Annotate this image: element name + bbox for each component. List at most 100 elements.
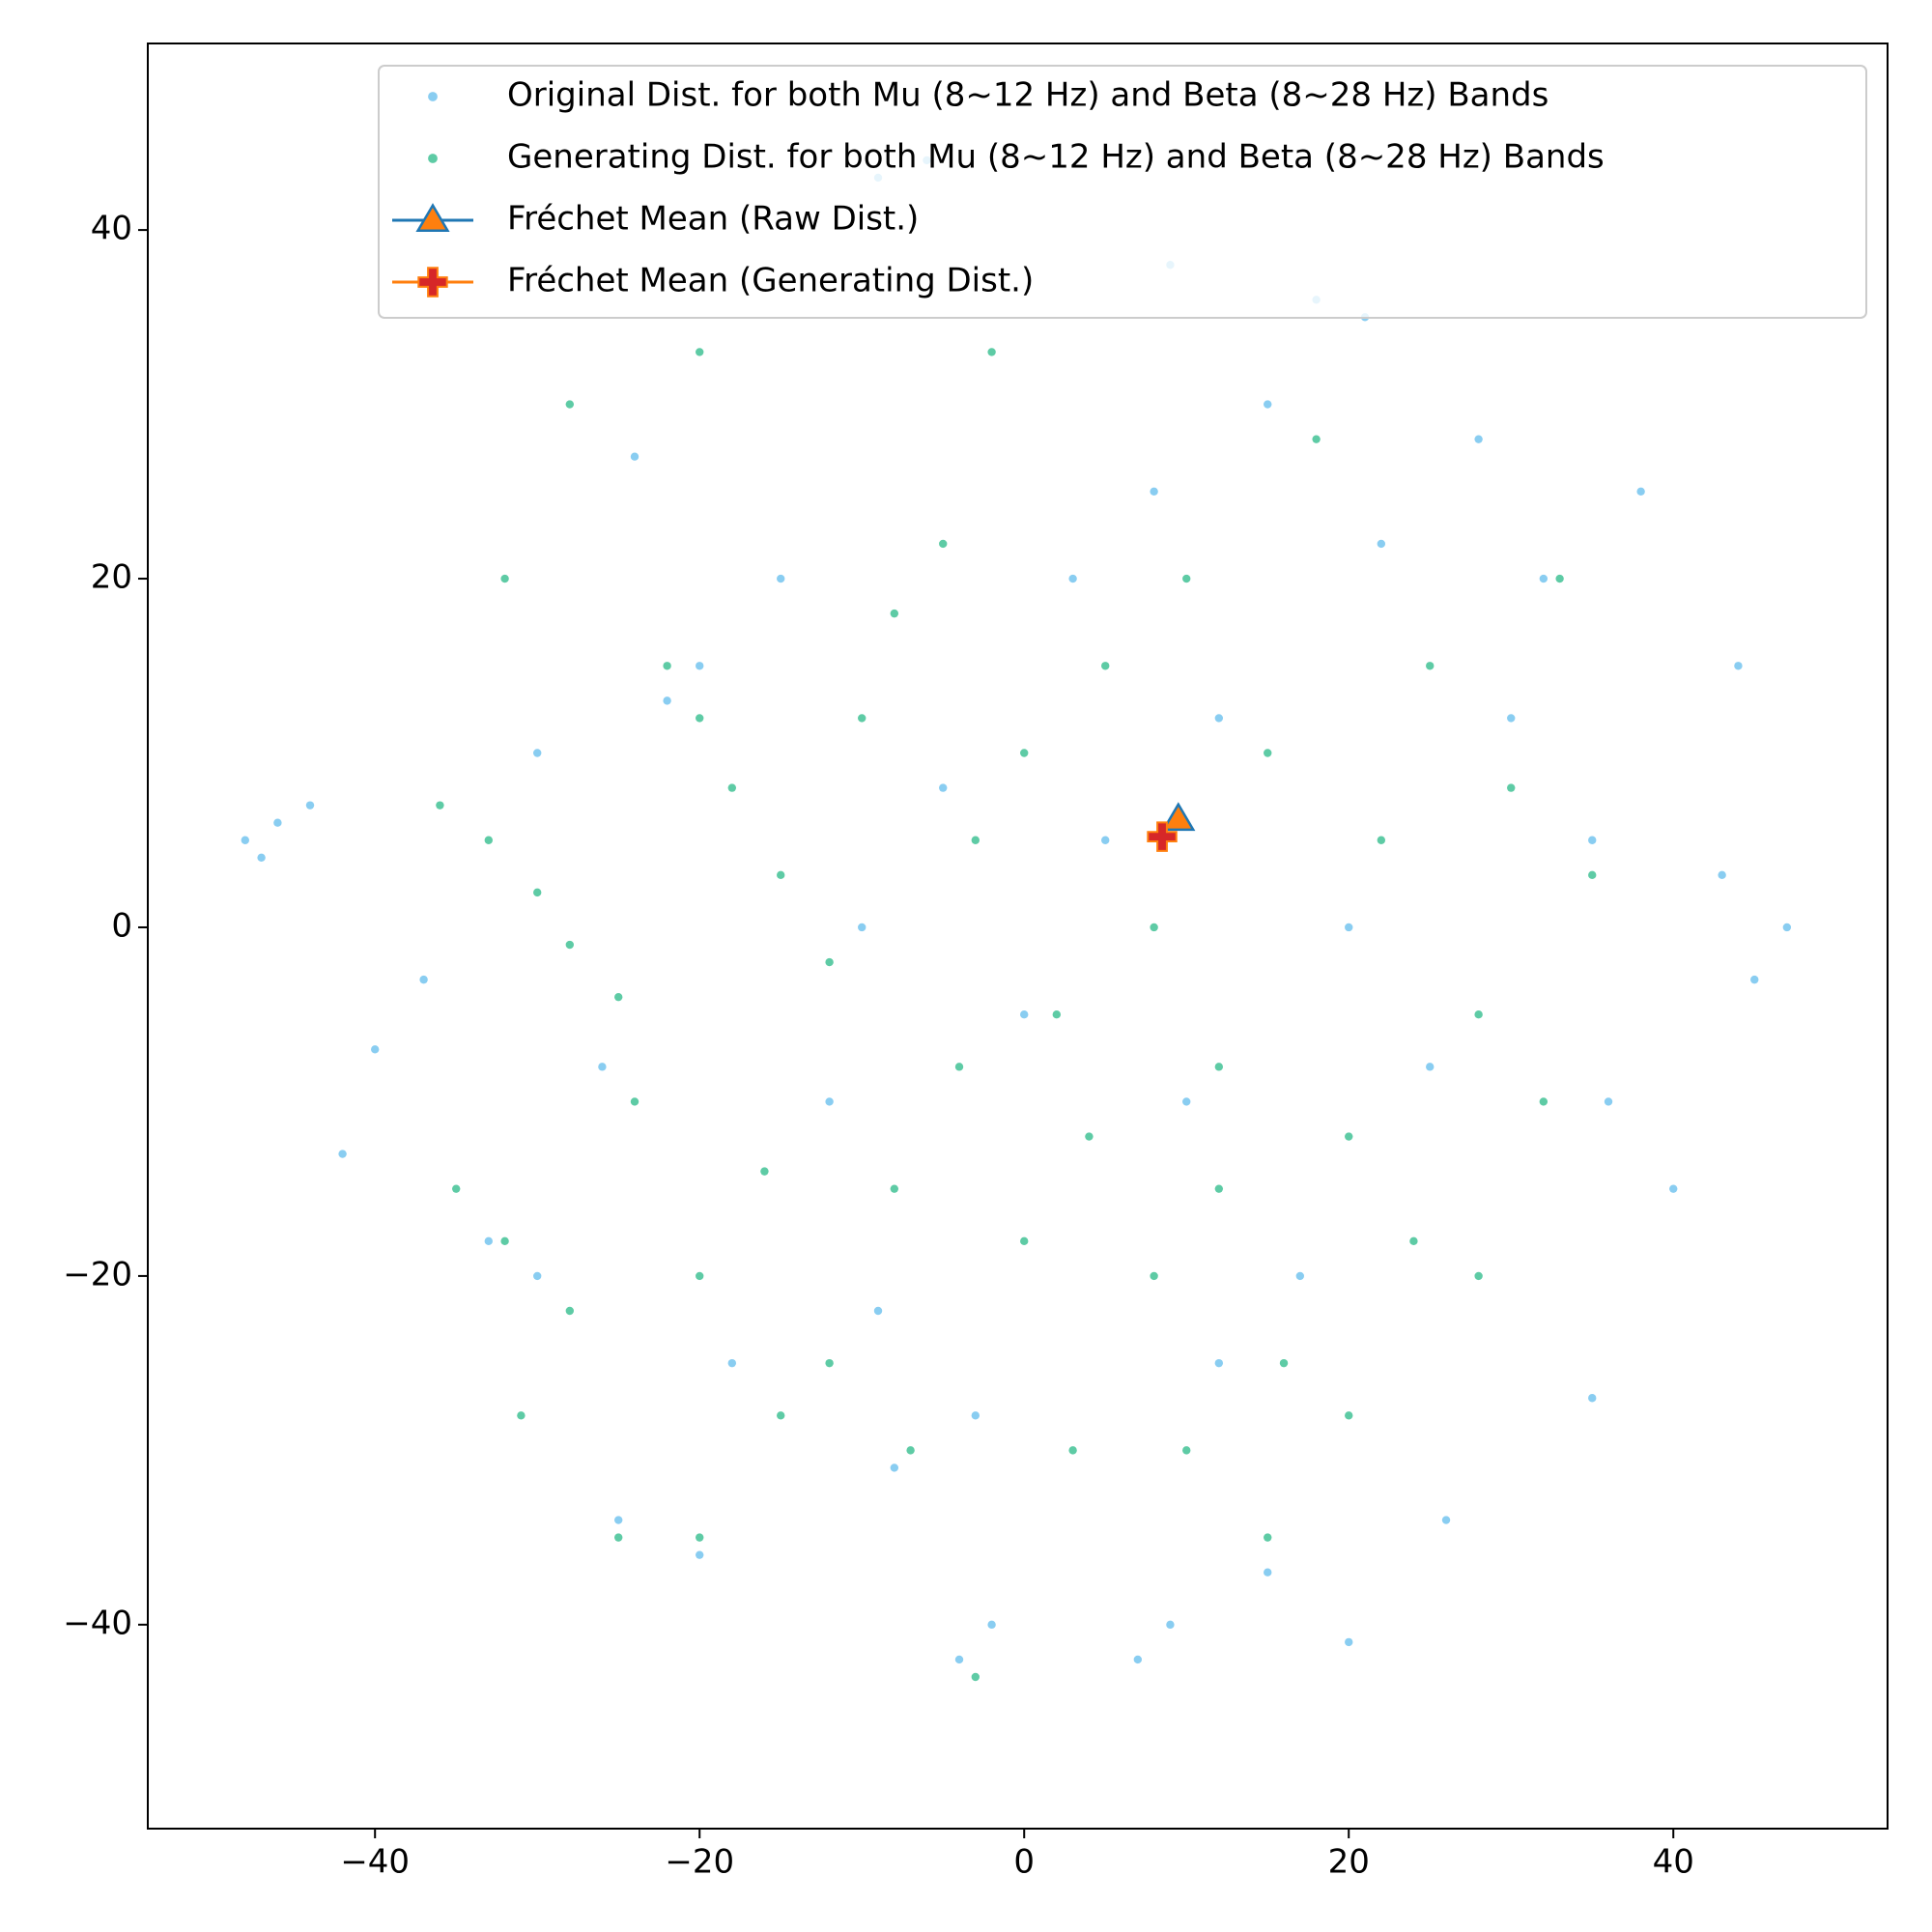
- scatter-point: [1750, 975, 1759, 984]
- scatter-point: [1409, 1236, 1418, 1246]
- scatter-point: [696, 1533, 704, 1542]
- scatter-point: [825, 1358, 834, 1368]
- legend-frame: [378, 65, 1867, 319]
- legend-marker: [428, 154, 438, 163]
- scatter-point: [1020, 1236, 1029, 1246]
- scatter-point: [858, 714, 867, 723]
- y-tick-label: −20: [63, 1255, 132, 1293]
- x-tick-label: −40: [340, 1843, 410, 1882]
- scatter-point: [614, 992, 623, 1002]
- scatter-point: [1182, 1097, 1191, 1106]
- mean-marker: [1147, 821, 1178, 852]
- scatter-point: [1345, 1411, 1353, 1420]
- scatter-point: [1782, 923, 1792, 932]
- scatter-point: [1539, 1097, 1548, 1106]
- legend-marker: [417, 267, 448, 298]
- scatter-point: [533, 1271, 542, 1281]
- scatter-point: [1150, 487, 1158, 497]
- scatter-point: [500, 574, 509, 583]
- scatter-point: [1214, 1184, 1224, 1193]
- scatter-point: [954, 1063, 964, 1071]
- scatter-point: [1345, 1132, 1353, 1141]
- scatter-point: [1345, 923, 1353, 932]
- scatter-point: [1101, 836, 1110, 844]
- scatter-point: [777, 1411, 785, 1420]
- scatter-point: [1166, 1620, 1175, 1630]
- scatter-point: [1718, 870, 1726, 880]
- scatter-point: [1101, 662, 1110, 670]
- legend-label: Generating Dist. for both Mu (8~12 Hz) a…: [507, 138, 1605, 177]
- scatter-point: [663, 662, 671, 670]
- scatter-point: [971, 836, 980, 844]
- scatter-point: [825, 1097, 834, 1106]
- scatter-point: [825, 957, 834, 967]
- scatter-point: [614, 1516, 623, 1524]
- x-tick-label: 0: [1013, 1843, 1035, 1882]
- scatter-point: [727, 1358, 737, 1368]
- scatter-point: [533, 888, 542, 897]
- scatter-point: [696, 714, 704, 723]
- axes-frame: [147, 43, 1889, 1830]
- y-tick-label: −40: [63, 1604, 132, 1642]
- scatter-point: [1507, 714, 1516, 723]
- legend: Original Dist. for both Mu (8~12 Hz) and…: [378, 65, 1867, 319]
- scatter-point: [663, 696, 671, 705]
- scatter-point: [1214, 1358, 1224, 1368]
- legend-marker: [428, 92, 438, 101]
- scatter-point: [614, 1533, 623, 1542]
- scatter-point: [987, 348, 996, 356]
- scatter-point: [954, 1655, 964, 1664]
- legend-label: Fréchet Mean (Raw Dist.): [507, 200, 919, 239]
- scatter-point: [598, 1063, 607, 1071]
- scatter-point: [1279, 1358, 1289, 1368]
- scatter-point: [1264, 1568, 1272, 1577]
- scatter-point: [1507, 783, 1516, 792]
- scatter-point: [565, 940, 575, 950]
- x-tick-label: −20: [665, 1843, 734, 1882]
- scatter-point: [452, 1184, 461, 1193]
- scatter-point: [1150, 923, 1158, 932]
- scatter-point: [1669, 1184, 1678, 1193]
- legend-marker: [415, 203, 450, 233]
- scatter-point: [1214, 1063, 1224, 1071]
- y-tick-label: 40: [91, 210, 132, 248]
- scatter-point: [906, 1446, 915, 1455]
- scatter-point: [1377, 539, 1386, 549]
- scatter-point: [1734, 662, 1743, 670]
- scatter-point: [371, 1045, 380, 1054]
- scatter-point: [1426, 662, 1435, 670]
- scatter-point: [1133, 1655, 1143, 1664]
- scatter-point: [1588, 836, 1597, 844]
- scatter-point: [890, 1463, 899, 1472]
- scatter-point: [873, 1306, 883, 1316]
- scatter-point: [533, 749, 542, 757]
- scatter-point: [1312, 435, 1321, 443]
- scatter-point: [1588, 1394, 1597, 1403]
- scatter-point: [1214, 714, 1224, 723]
- scatter-point: [987, 1620, 996, 1630]
- x-tick-label: 40: [1653, 1843, 1694, 1882]
- scatter-point: [1555, 574, 1564, 583]
- scatter-point: [939, 539, 948, 549]
- legend-label: Original Dist. for both Mu (8~12 Hz) and…: [507, 76, 1548, 115]
- scatter-point: [305, 801, 315, 810]
- scatter-point: [971, 1672, 980, 1682]
- scatter-point: [1539, 574, 1548, 583]
- scatter-point: [1264, 1533, 1272, 1542]
- scatter-point: [777, 870, 785, 880]
- legend-label: Fréchet Mean (Generating Dist.): [507, 262, 1034, 300]
- scatter-point: [939, 783, 948, 792]
- scatter-point: [1085, 1132, 1094, 1141]
- scatter-point: [436, 801, 444, 810]
- scatter-point: [890, 1184, 899, 1193]
- scatter-point: [1474, 1010, 1483, 1019]
- scatter-point: [1474, 435, 1483, 443]
- scatter-point: [696, 1550, 704, 1559]
- y-tick-label: 20: [91, 558, 132, 597]
- scatter-point: [517, 1411, 526, 1420]
- scatter-point: [1020, 749, 1029, 757]
- scatter-point: [241, 836, 250, 844]
- scatter-point: [1426, 1063, 1435, 1071]
